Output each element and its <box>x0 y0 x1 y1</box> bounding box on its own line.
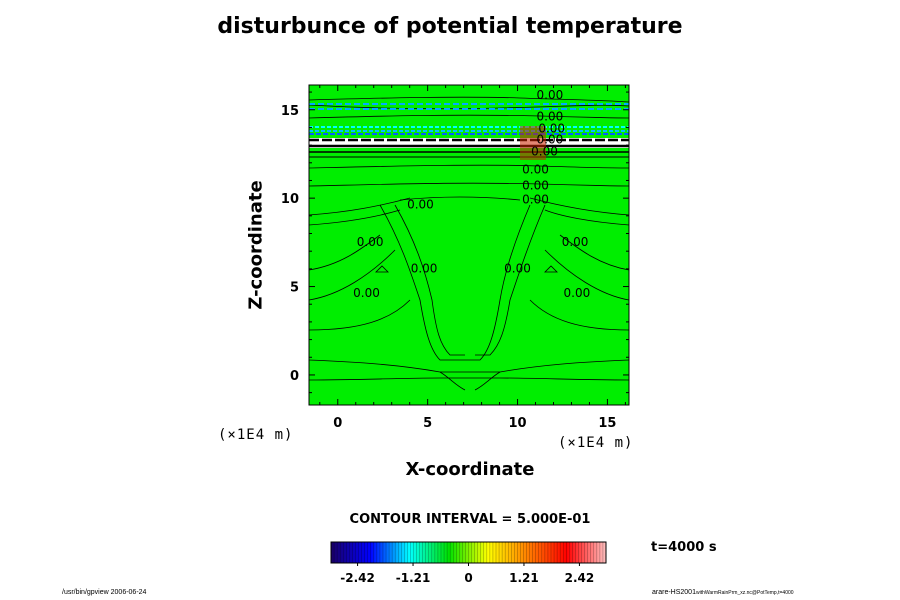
contour-line <box>475 204 546 356</box>
contour-line <box>308 359 630 373</box>
colorbar-tick-label: 2.42 <box>565 571 595 585</box>
contour-label: 0.00 <box>537 109 564 123</box>
contour-line <box>308 234 381 271</box>
contour-label: 0.00 <box>531 145 558 159</box>
footer-right-text: arare-HS2001withWarmRainPrm_xz.nc@PotTem… <box>652 589 794 596</box>
colorbar-tick-label: 1.21 <box>509 571 539 585</box>
contour-line <box>544 249 630 301</box>
y-tick-label: 10 <box>281 192 299 207</box>
contour-line <box>308 209 401 226</box>
contour-interval-label: CONTOUR INTERVAL = 5.000E-01 <box>349 512 591 527</box>
contour-label: 0.00 <box>357 235 384 249</box>
contour-label: 0.00 <box>538 122 565 136</box>
x-axis-unit: (×1E4 m) <box>558 435 634 451</box>
contour-label: 0.00 <box>564 286 591 300</box>
contour-line <box>439 371 501 391</box>
contour-line <box>544 209 630 226</box>
contour-line <box>375 265 389 273</box>
contour-label: 0.00 <box>407 198 434 212</box>
contour-label: 0.00 <box>522 178 549 192</box>
contour-line <box>308 197 411 216</box>
contour-line <box>394 204 465 356</box>
footer-left-text: /usr/bin/gpview 2006-06-24 <box>62 589 147 596</box>
contour-label: 0.00 <box>411 261 438 275</box>
contour-label: 0.00 <box>537 132 564 146</box>
contour-line <box>308 377 630 381</box>
contour-label: 0.00 <box>522 192 549 206</box>
x-tick-label: 5 <box>423 416 432 431</box>
footer-right-small: withWarmRainPrm_xz.nc@PotTemp,t=4000 <box>695 590 794 596</box>
time-label: t=4000 s <box>651 540 717 555</box>
contour-line <box>308 96 630 103</box>
contour-label: 0.00 <box>537 88 564 102</box>
y-tick-label: 0 <box>290 369 299 384</box>
contour-line <box>308 249 396 301</box>
contour-line <box>559 234 630 271</box>
contour-line <box>308 114 630 119</box>
colorbar-tick-label: -1.21 <box>396 571 431 585</box>
contour-line <box>308 182 630 187</box>
x-tick-label: 10 <box>508 416 526 431</box>
white-band <box>309 138 629 148</box>
colorbar-tick-label: 0 <box>464 571 472 585</box>
x-axis-label: X-coordinate <box>405 459 535 480</box>
y-tick-label: 5 <box>290 281 299 296</box>
contour-label: 0.00 <box>562 235 589 249</box>
footer-right-main: arare-HS2001 <box>652 589 696 596</box>
contour-line <box>308 299 411 331</box>
y-axis-label: Z-coordinate <box>245 180 267 310</box>
y-tick-label: 15 <box>281 104 299 119</box>
contour-line <box>470 204 531 361</box>
contour-label: 0.00 <box>522 162 549 176</box>
chart-title: disturbunce of potential temperature <box>217 14 683 39</box>
x-tick-label: 15 <box>598 416 616 431</box>
y-axis-unit: (×1E4 m) <box>218 427 294 443</box>
contour-line <box>399 196 521 201</box>
x-tick-label: 0 <box>333 416 342 431</box>
contour-line <box>529 299 630 331</box>
contour-label: 0.00 <box>504 261 531 275</box>
contour-line <box>308 164 630 169</box>
contour-label: 0.00 <box>353 286 380 300</box>
colorbar-tick-label: -2.42 <box>340 571 375 585</box>
hot-patch <box>520 126 546 160</box>
contour-line <box>544 265 558 273</box>
plot-frame <box>308 84 630 406</box>
contour-line <box>379 204 470 361</box>
contour-line <box>529 197 630 216</box>
